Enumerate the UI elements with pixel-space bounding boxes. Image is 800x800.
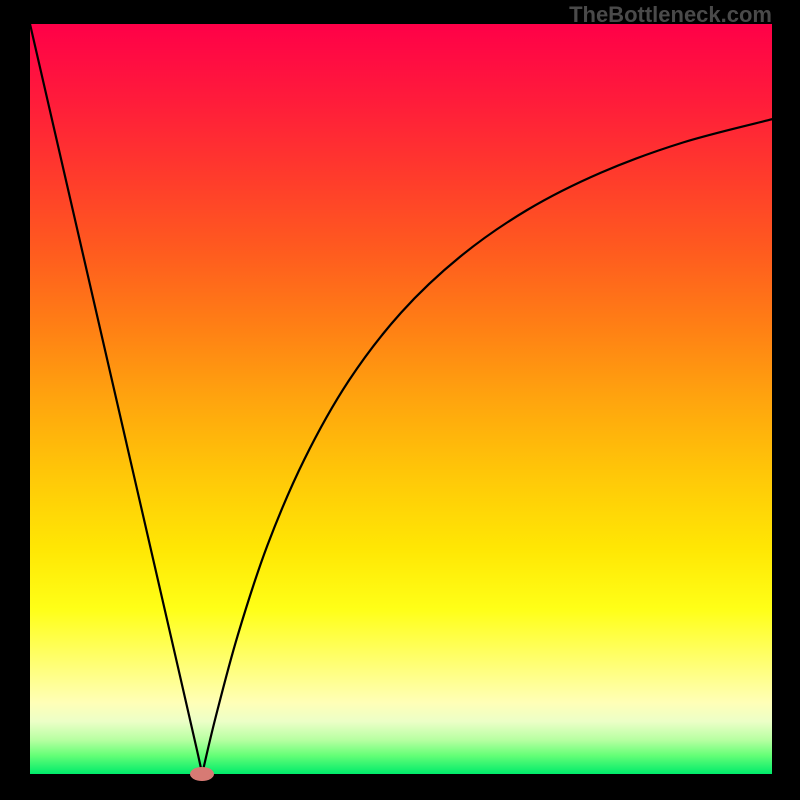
plot-area (30, 24, 772, 774)
watermark-text: TheBottleneck.com (569, 2, 772, 28)
gradient-background (30, 24, 772, 774)
minimum-marker (190, 767, 214, 781)
plot-svg (30, 24, 772, 774)
chart-frame: TheBottleneck.com (0, 0, 800, 800)
